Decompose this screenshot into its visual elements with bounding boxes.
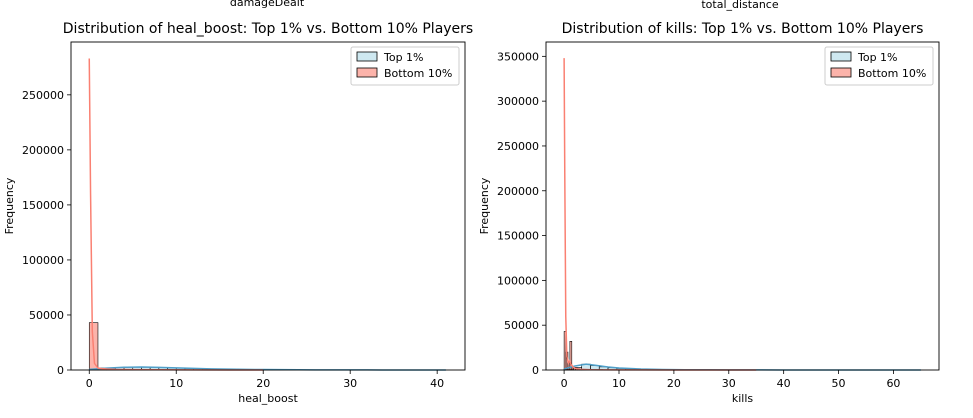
y-tick-label: 150000 (22, 199, 64, 212)
kde-line (563, 58, 757, 371)
legend: Top 1% Bottom 10% (350, 46, 460, 86)
legend-frame (350, 46, 460, 86)
y-tick-label: 50000 (29, 309, 64, 322)
y-tick-label: 100000 (497, 274, 539, 287)
x-tick-label: 0 (86, 377, 93, 390)
legend-swatch-top (830, 51, 852, 62)
x-axis: 0 10 20 30 40 50 60 (561, 370, 900, 390)
x-tick-label: 40 (777, 377, 791, 390)
chart-title: Distribution of kills: Top 1% vs. Bottom… (562, 21, 924, 37)
y-tick-label: 300000 (497, 95, 539, 108)
legend-label-bottom: Bottom 10% (858, 67, 926, 80)
y-tick-label: 250000 (22, 89, 64, 102)
chart-heal-boost: 0 10 20 30 40 0 50000 100000 150000 200000 250000… (3, 21, 473, 405)
x-axis-label: kills (732, 392, 754, 405)
y-axis: 0 50000 100000 150000 200000 250000 (22, 89, 71, 377)
y-tick-label: 350000 (497, 50, 539, 63)
chart-kills: 0 10 20 30 40 50 60 0 50000 100000 150000 200000 25… (478, 21, 940, 405)
top-label-right: total_distance (701, 0, 778, 11)
x-axis: 0 10 20 30 40 (86, 370, 444, 390)
y-tick-label: 100000 (22, 254, 64, 267)
kde-line (88, 58, 264, 371)
x-tick-label: 20 (256, 377, 270, 390)
y-tick-label: 50000 (504, 319, 539, 332)
legend-swatch-top (356, 51, 378, 62)
x-tick-label: 40 (430, 377, 444, 390)
axes-frame (545, 41, 940, 371)
plot-area (88, 58, 447, 371)
x-tick-label: 30 (722, 377, 736, 390)
legend-swatch-bottom (830, 67, 852, 78)
y-axis: 0 50000 100000 150000 200000 250000 300000 3500… (497, 50, 546, 377)
y-tick-label: 200000 (22, 144, 64, 157)
y-axis-label: Frequency (478, 177, 491, 234)
plot-area (563, 58, 922, 371)
legend-label-top: Top 1% (383, 51, 424, 64)
legend: Top 1% Bottom 10% (824, 46, 934, 86)
x-tick-label: 20 (667, 377, 681, 390)
chart-title: Distribution of heal_boost: Top 1% vs. B… (63, 21, 473, 37)
x-axis-label: heal_boost (238, 392, 298, 405)
x-tick-label: 50 (832, 377, 846, 390)
legend-swatch-bottom (356, 67, 378, 78)
y-tick-label: 150000 (497, 230, 539, 243)
x-tick-label: 10 (612, 377, 626, 390)
y-tick-label: 0 (532, 364, 539, 377)
legend-label-top: Top 1% (857, 51, 898, 64)
x-tick-label: 30 (343, 377, 357, 390)
y-tick-label: 0 (57, 364, 64, 377)
axes-frame (70, 41, 466, 371)
legend-label-bottom: Bottom 10% (384, 67, 452, 80)
x-tick-label: 60 (886, 377, 900, 390)
x-tick-label: 10 (169, 377, 183, 390)
top-label-left: damageDealt (230, 0, 305, 9)
legend-frame (824, 46, 934, 86)
y-tick-label: 250000 (497, 140, 539, 153)
y-tick-label: 200000 (497, 185, 539, 198)
y-axis-label: Frequency (3, 177, 16, 234)
x-tick-label: 0 (561, 377, 568, 390)
